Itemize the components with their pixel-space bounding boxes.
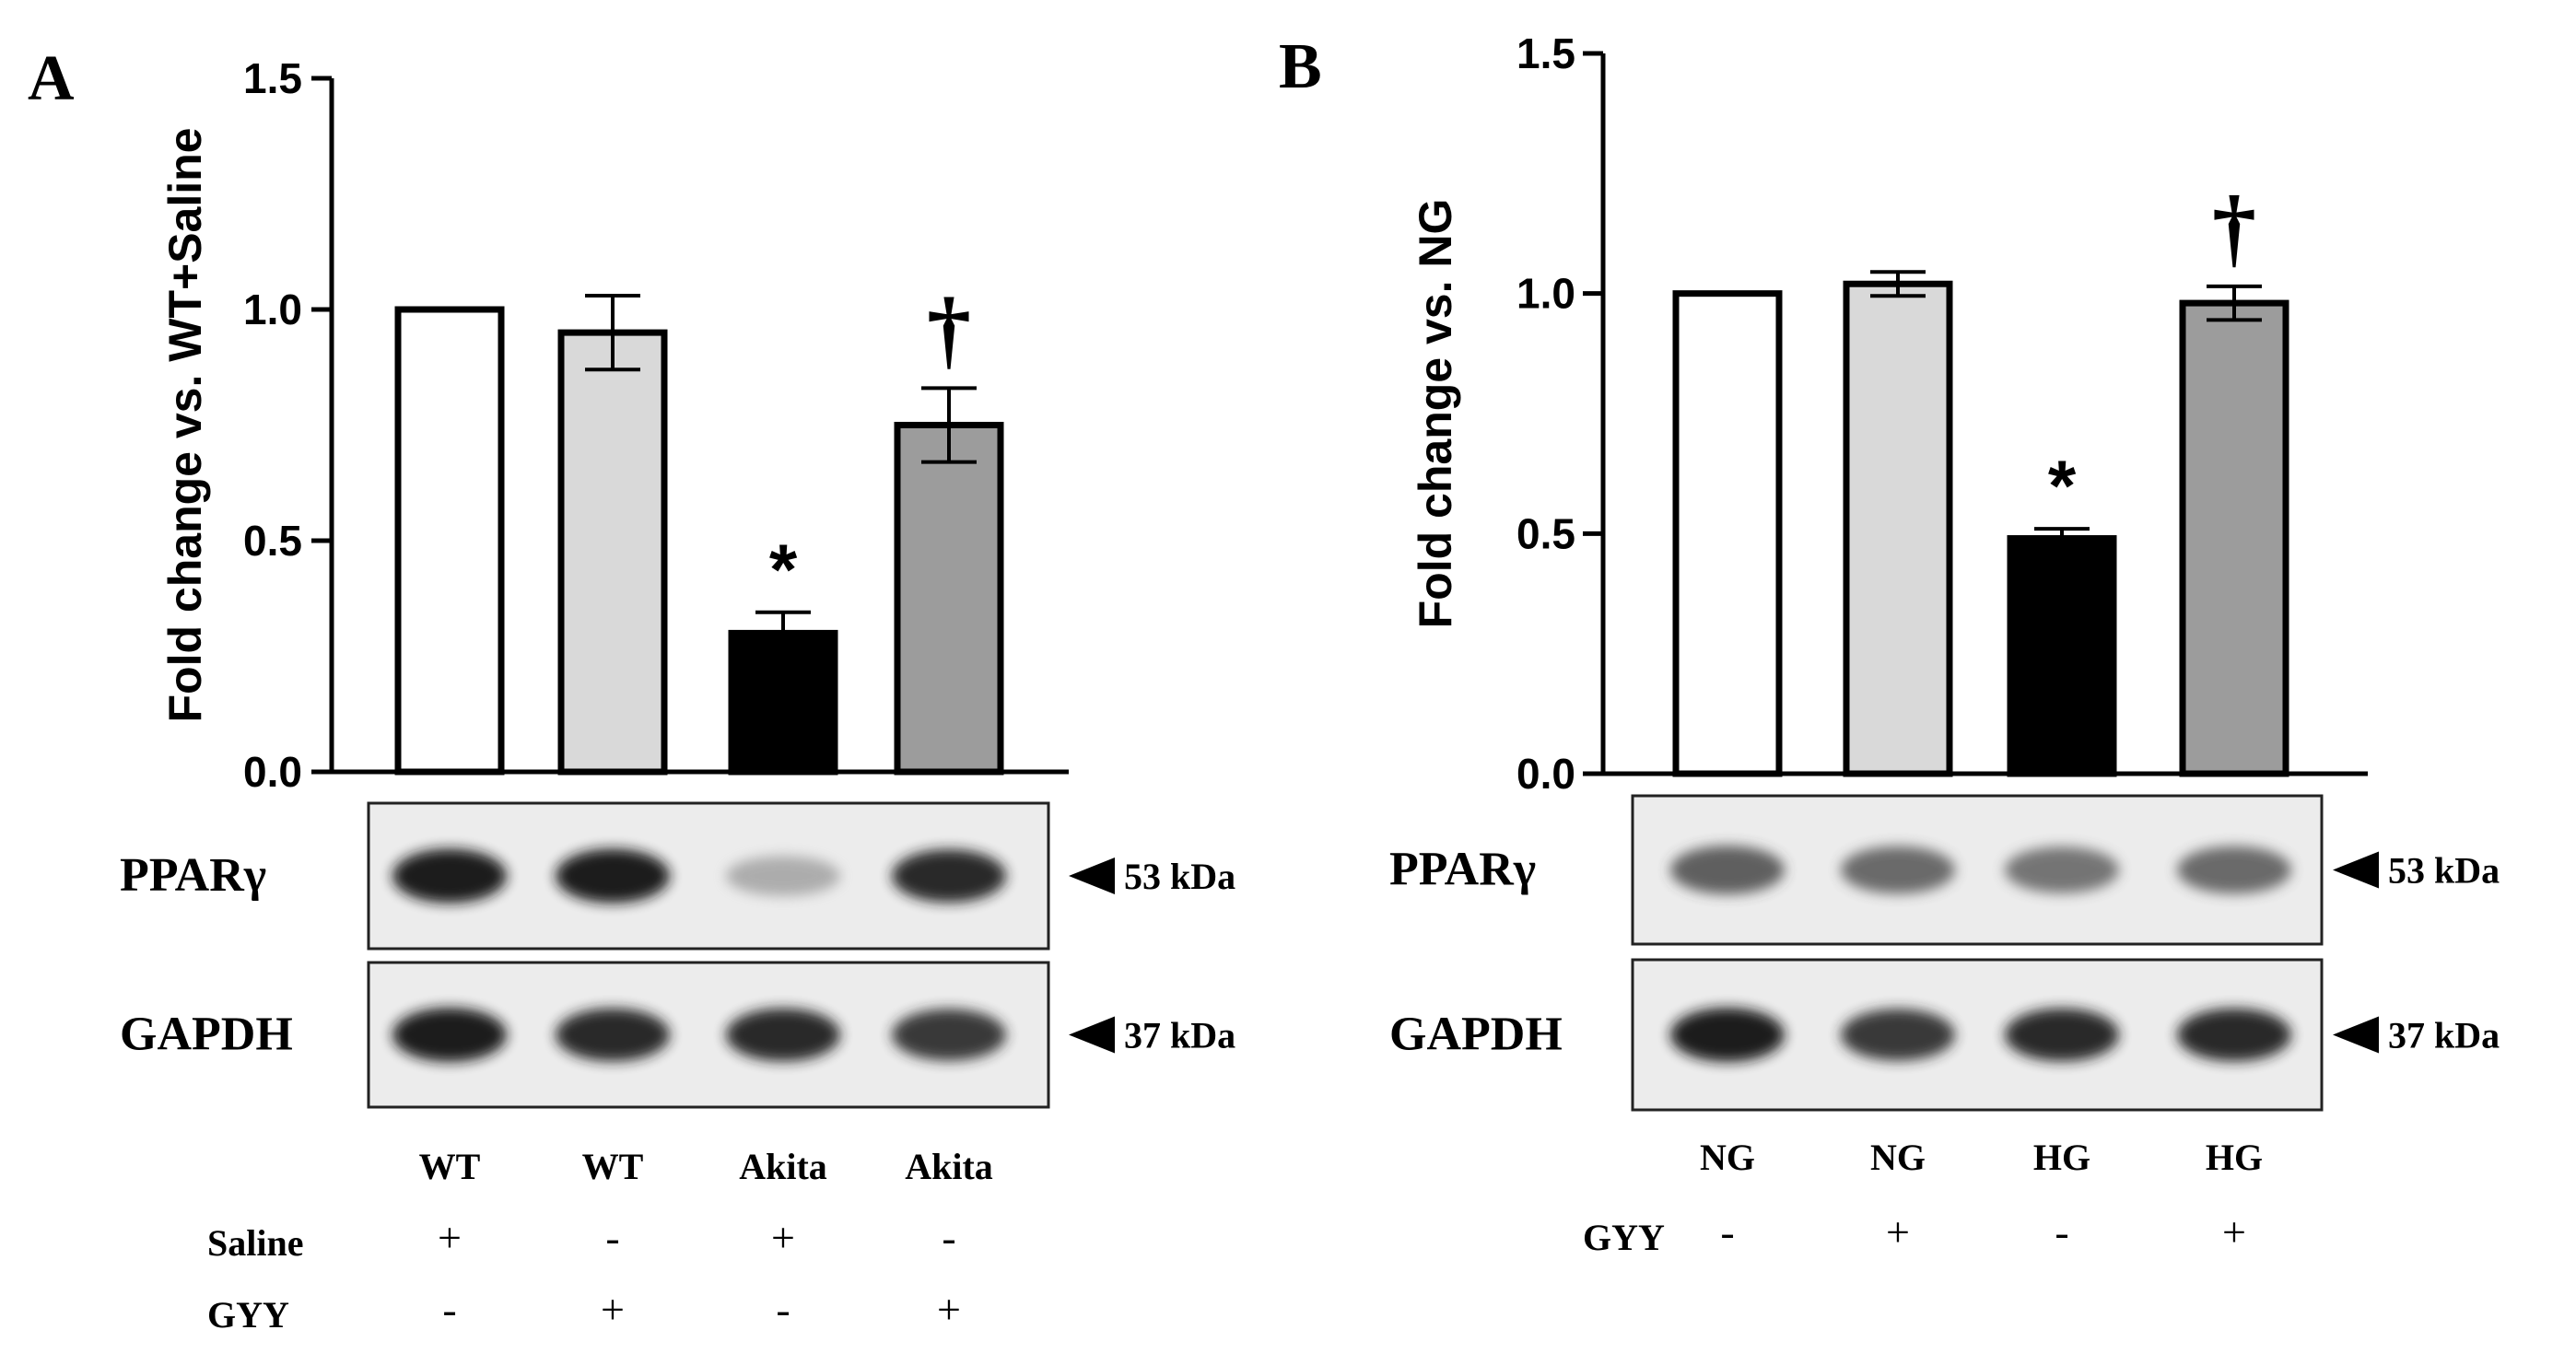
bar <box>1843 280 1953 777</box>
category-label: WT <box>419 1146 481 1187</box>
treatment-sign: + <box>438 1214 462 1261</box>
molecular-weight-label: 53 kDa <box>2388 850 2500 892</box>
arrow-icon <box>2333 851 2379 889</box>
blot-band <box>392 1008 507 1062</box>
panel-label: B <box>1279 31 1322 102</box>
y-tick-label: 0.5 <box>1516 509 1575 557</box>
category-label: NG <box>1870 1137 1926 1178</box>
panel-label: A <box>28 43 75 114</box>
treatment-sign: + <box>771 1214 795 1261</box>
blot-band <box>726 1008 840 1062</box>
molecular-weight-label: 53 kDa <box>1124 856 1235 897</box>
y-tick-label: 1.0 <box>1516 270 1575 318</box>
treatment-sign: - <box>942 1214 955 1261</box>
bar <box>2179 299 2289 777</box>
blot-band <box>2177 1008 2291 1062</box>
error-bar <box>755 610 811 656</box>
bar <box>2007 535 2117 777</box>
arrow-icon <box>1069 1016 1115 1054</box>
error-bar <box>2207 284 2262 322</box>
y-axis-label: Fold change vs. NG <box>1410 199 1461 629</box>
y-tick-label: 1.0 <box>243 286 302 333</box>
blot-band <box>1841 1009 1955 1061</box>
significance-marker: * <box>769 529 798 610</box>
blot-protein-label: PPARγ <box>1389 844 1536 896</box>
blot-protein-label: GAPDH <box>120 1009 293 1061</box>
blot-band <box>556 1008 670 1062</box>
bar <box>1672 290 1783 777</box>
treatment-sign: - <box>442 1286 456 1333</box>
blot-band <box>892 1009 1006 1061</box>
treatment-label: GYY <box>1583 1217 1665 1258</box>
significance-marker: † <box>927 279 971 378</box>
treatment-sign: - <box>605 1214 619 1261</box>
blot-band <box>392 848 507 904</box>
bar <box>894 422 1004 776</box>
category-label: WT <box>582 1146 644 1187</box>
blot-band <box>726 856 840 896</box>
blot-protein-label: PPARγ <box>120 849 266 902</box>
bar <box>557 329 668 776</box>
significance-marker: * <box>2048 445 2077 526</box>
category-label: Akita <box>739 1146 827 1187</box>
treatment-sign: + <box>1886 1208 1910 1255</box>
treatment-sign: + <box>601 1286 625 1333</box>
blot-band <box>556 848 670 904</box>
y-tick-label: 0.5 <box>243 517 302 565</box>
molecular-weight-label: 37 kDa <box>1124 1015 1235 1056</box>
treatment-label: Saline <box>207 1222 303 1264</box>
bar <box>394 306 505 776</box>
treatment-sign: - <box>2055 1208 2068 1255</box>
category-label: HG <box>2206 1137 2263 1178</box>
y-tick-label: 0.0 <box>243 748 302 796</box>
molecular-weight-label: 37 kDa <box>2388 1015 2500 1056</box>
significance-marker: † <box>2212 178 2256 276</box>
blot-band <box>2005 1008 2119 1062</box>
category-label: NG <box>1700 1137 1755 1178</box>
y-tick-label: 1.5 <box>1516 29 1575 77</box>
treatment-label: GYY <box>207 1294 289 1336</box>
treatment-sign: + <box>2222 1208 2246 1255</box>
error-bar <box>1870 270 1926 298</box>
blot-band <box>2005 846 2119 893</box>
blot-band <box>892 849 1006 903</box>
arrow-icon <box>1069 858 1115 894</box>
blot-band <box>1670 846 1785 894</box>
y-tick-label: 1.5 <box>243 54 302 102</box>
blot-band <box>2177 846 2291 894</box>
treatment-sign: - <box>776 1286 790 1333</box>
error-bar <box>2034 527 2090 550</box>
category-label: HG <box>2033 1137 2090 1178</box>
y-axis-label: Fold change vs. WT+Saline <box>159 128 211 723</box>
treatment-sign: - <box>1720 1208 1734 1255</box>
error-bar <box>585 293 640 372</box>
arrow-icon <box>2333 1016 2379 1054</box>
y-tick-label: 0.0 <box>1516 750 1575 798</box>
error-bar <box>921 386 977 464</box>
blot-band <box>1670 1008 1785 1062</box>
blot-band <box>1841 846 1955 894</box>
treatment-sign: + <box>937 1286 961 1333</box>
category-label: Akita <box>905 1146 993 1187</box>
blot-protein-label: GAPDH <box>1389 1009 1563 1061</box>
